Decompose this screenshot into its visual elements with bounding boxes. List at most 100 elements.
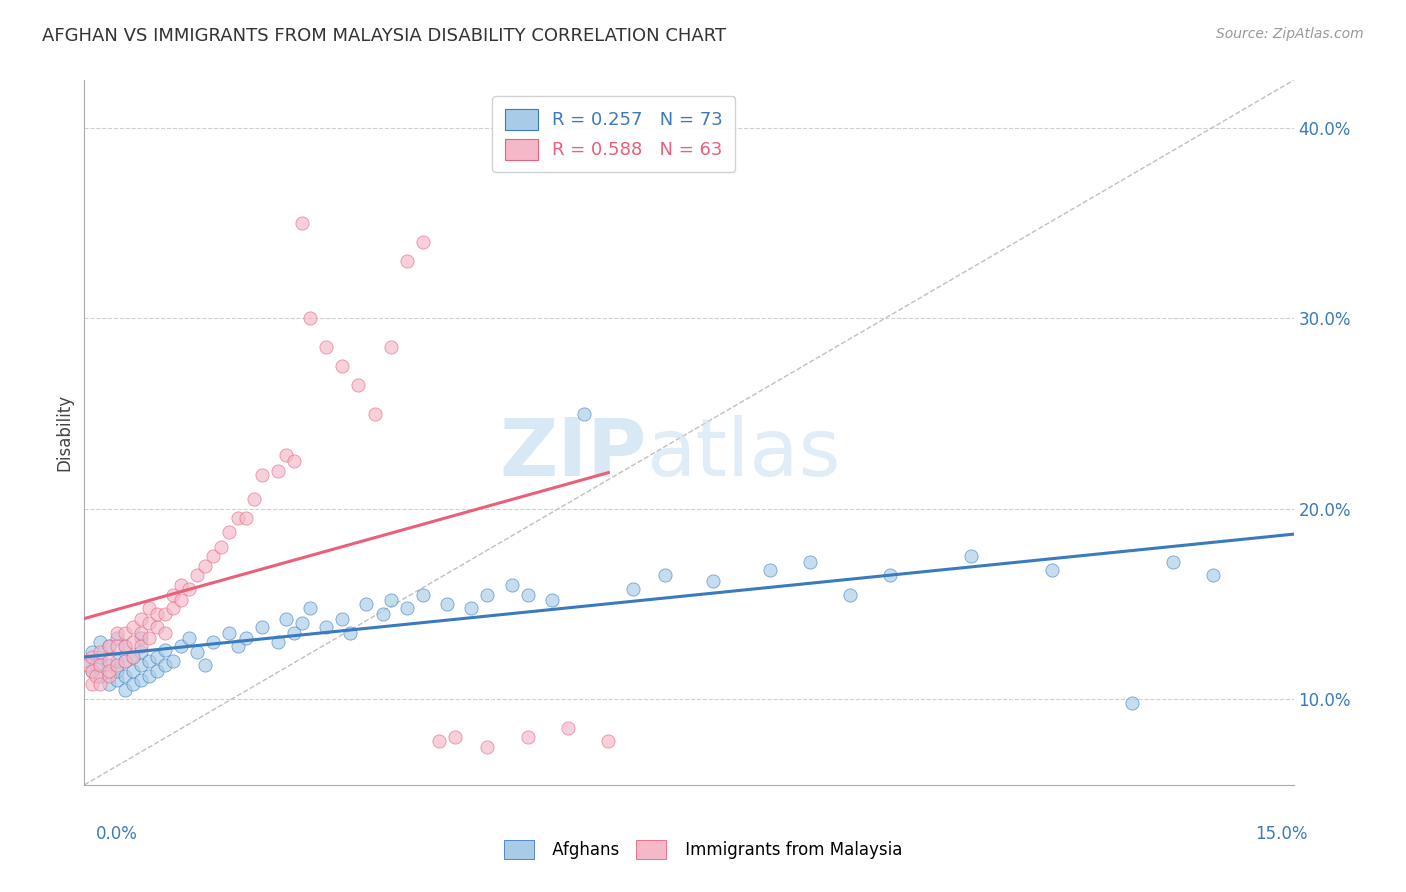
Point	[162, 587, 184, 601]
Point	[82, 645, 104, 659]
Point	[146, 664, 169, 678]
Point	[226, 511, 249, 525]
Point	[250, 620, 273, 634]
Point	[541, 593, 564, 607]
Point	[97, 664, 120, 678]
Point	[162, 600, 184, 615]
Point	[363, 407, 385, 421]
Point	[186, 568, 208, 582]
Point	[218, 524, 240, 539]
Text: AFGHAN VS IMMIGRANTS FROM MALAYSIA DISABILITY CORRELATION CHART: AFGHAN VS IMMIGRANTS FROM MALAYSIA DISAB…	[42, 27, 727, 45]
Point	[799, 555, 821, 569]
Point	[879, 568, 901, 582]
Text: 0.0%: 0.0%	[96, 825, 138, 843]
Point	[129, 625, 152, 640]
Point	[839, 587, 862, 601]
Point	[960, 549, 983, 564]
Point	[179, 582, 201, 596]
Point	[395, 600, 418, 615]
Point	[97, 654, 120, 668]
Point	[267, 464, 290, 478]
Point	[105, 673, 128, 688]
Point	[138, 654, 160, 668]
Point	[299, 311, 322, 326]
Point	[209, 540, 232, 554]
Point	[380, 340, 402, 354]
Point	[371, 607, 394, 621]
Point	[186, 645, 208, 659]
Point	[516, 587, 538, 601]
Point	[146, 607, 169, 621]
Point	[129, 645, 152, 659]
Point	[105, 664, 128, 678]
Text: atlas: atlas	[647, 415, 841, 492]
Text: Source: ZipAtlas.com: Source: ZipAtlas.com	[1216, 27, 1364, 41]
Point	[315, 340, 337, 354]
Point	[114, 639, 136, 653]
Point	[89, 657, 111, 672]
Point	[242, 492, 264, 507]
Y-axis label: Disability: Disability	[55, 394, 73, 471]
Point	[129, 612, 152, 626]
Point	[121, 635, 143, 649]
Point	[121, 677, 143, 691]
Point	[250, 467, 273, 482]
Point	[138, 632, 160, 646]
Legend:  Afghans,  Immigrants from Malaysia: Afghans, Immigrants from Malaysia	[498, 833, 908, 866]
Point	[77, 654, 100, 668]
Point	[77, 657, 100, 672]
Point	[194, 657, 217, 672]
Point	[170, 578, 193, 592]
Point	[330, 612, 353, 626]
Point	[202, 549, 225, 564]
Point	[138, 616, 160, 631]
Point	[114, 669, 136, 683]
Point	[557, 721, 579, 735]
Point	[153, 642, 176, 657]
Point	[105, 657, 128, 672]
Point	[330, 359, 353, 373]
Point	[274, 449, 297, 463]
Point	[89, 645, 111, 659]
Point	[89, 677, 111, 691]
Point	[274, 612, 297, 626]
Point	[291, 616, 314, 631]
Point	[97, 677, 120, 691]
Point	[97, 657, 120, 672]
Point	[146, 620, 169, 634]
Point	[226, 639, 249, 653]
Point	[235, 632, 257, 646]
Point	[436, 597, 458, 611]
Legend: R = 0.257   N = 73, R = 0.588   N = 63: R = 0.257 N = 73, R = 0.588 N = 63	[492, 96, 735, 172]
Point	[121, 650, 143, 665]
Point	[380, 593, 402, 607]
Point	[138, 669, 160, 683]
Point	[82, 650, 104, 665]
Point	[477, 587, 499, 601]
Text: 15.0%: 15.0%	[1256, 825, 1308, 843]
Point	[153, 607, 176, 621]
Point	[501, 578, 523, 592]
Point	[194, 558, 217, 573]
Point	[412, 235, 434, 249]
Point	[315, 620, 337, 634]
Point	[444, 731, 467, 745]
Point	[356, 597, 378, 611]
Point	[105, 654, 128, 668]
Point	[97, 639, 120, 653]
Point	[129, 673, 152, 688]
Point	[121, 650, 143, 665]
Point	[105, 639, 128, 653]
Point	[460, 600, 482, 615]
Point	[114, 654, 136, 668]
Point	[162, 654, 184, 668]
Point	[170, 639, 193, 653]
Point	[267, 635, 290, 649]
Point	[129, 632, 152, 646]
Point	[146, 650, 169, 665]
Point	[89, 635, 111, 649]
Point	[427, 734, 450, 748]
Point	[105, 625, 128, 640]
Point	[153, 625, 176, 640]
Point	[82, 664, 104, 678]
